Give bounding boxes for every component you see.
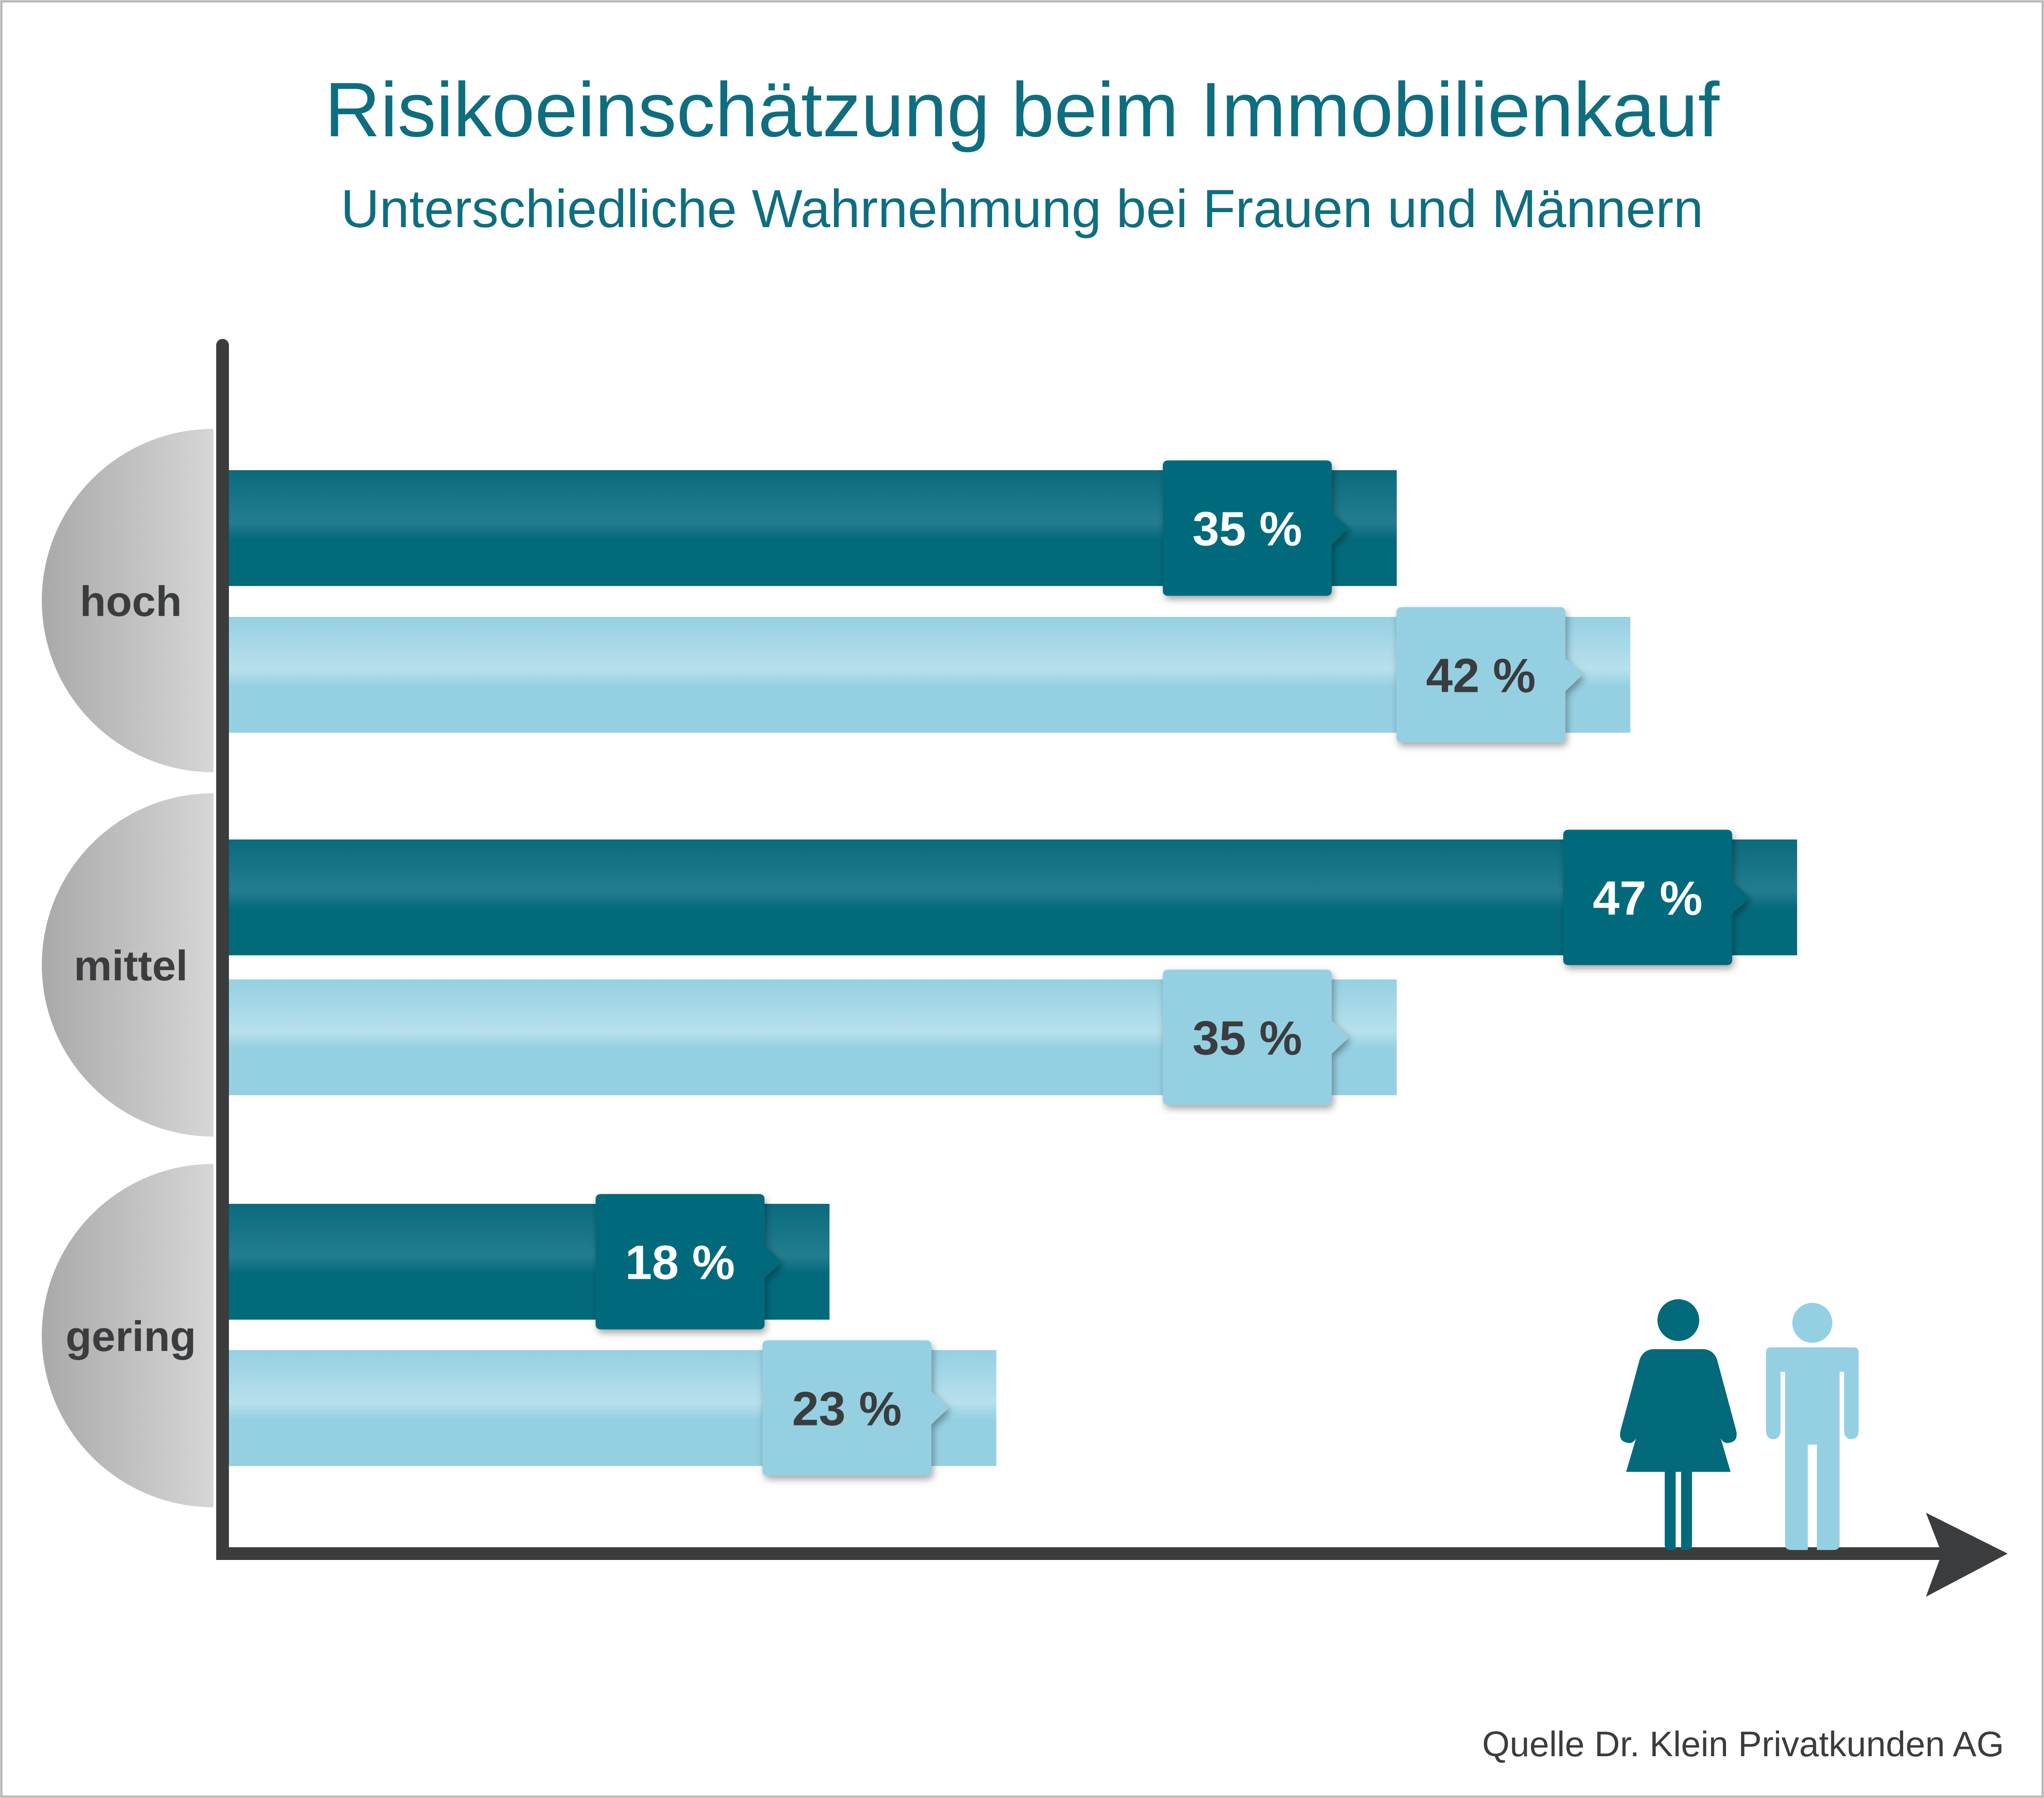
value-label: 42 % [1426, 649, 1536, 703]
value-label-tag [762, 1340, 949, 1476]
value-label: 47 % [1593, 872, 1703, 925]
chart-subtitle: Unterschiedliche Wahrnehmung bei Frauen … [341, 179, 1703, 239]
value-label: 23 % [792, 1382, 902, 1436]
category-label: hoch [80, 577, 182, 625]
value-label-tag [595, 1194, 782, 1330]
legend [1620, 1299, 1859, 1550]
value-label: 35 % [1192, 502, 1302, 556]
category-label: mittel [74, 942, 188, 989]
chart-title: Risikoeinschätzung beim Immobilienkauf [325, 67, 1720, 153]
man-icon [1766, 1303, 1859, 1550]
category-label: gering [65, 1312, 196, 1360]
value-label-tag [1396, 607, 1583, 743]
category-bubbles: hoch mittel gering [42, 429, 213, 1507]
axes [216, 339, 2008, 1597]
value-label-tag [1163, 969, 1349, 1105]
woman-icon [1620, 1299, 1737, 1550]
value-label-tag [1563, 829, 1750, 965]
value-label-tag [1163, 460, 1349, 596]
value-label: 18 % [625, 1236, 735, 1290]
bar [229, 839, 1797, 955]
value-label: 35 % [1192, 1012, 1302, 1065]
source-note: Quelle Dr. Klein Privatkunden AG [1482, 1724, 2004, 1764]
category-bubble [42, 1164, 213, 1507]
category-bubble [42, 793, 213, 1137]
x-axis-arrowhead [1926, 1513, 2008, 1597]
value-labels: 35 % 42 % 47 % 35 % 18 % 23 % [595, 460, 1750, 1476]
category-bubble [42, 429, 213, 772]
